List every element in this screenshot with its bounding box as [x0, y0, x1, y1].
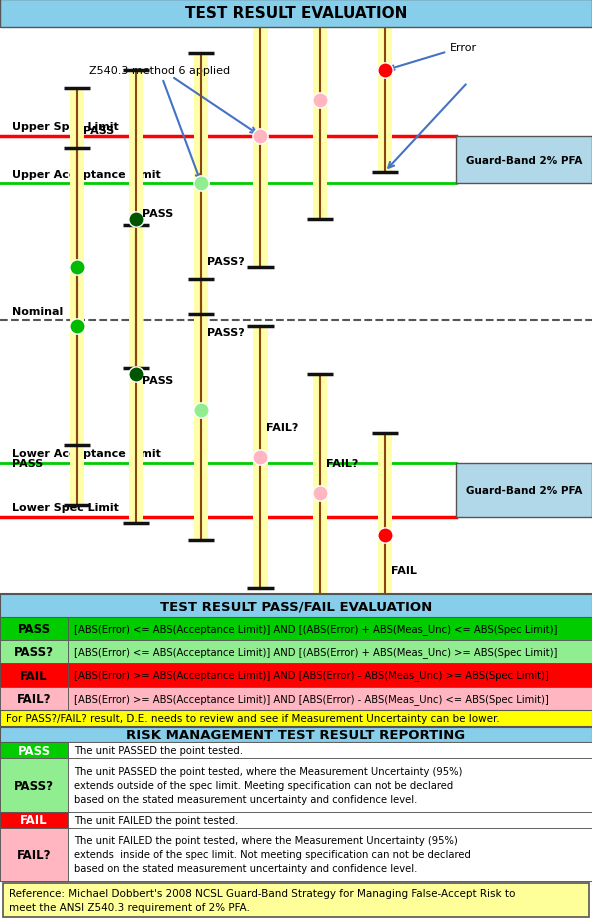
Text: Upper Spec Limit: Upper Spec Limit: [12, 122, 118, 132]
Text: [ABS(Error) <= ABS(Acceptance Limit)] AND [(ABS(Error) + ABS(Meas_Unc) >= ABS(Sp: [ABS(Error) <= ABS(Acceptance Limit)] AN…: [74, 647, 558, 658]
Text: FAIL?: FAIL?: [326, 459, 358, 469]
Bar: [313, 374, 327, 612]
Text: [ABS(Error) >= ABS(Acceptance Limit)] AND [ABS(Error) - ABS(Meas_Unc) <= ABS(Spe: [ABS(Error) >= ABS(Acceptance Limit)] AN…: [74, 693, 549, 704]
Text: FAIL?: FAIL?: [266, 18, 299, 28]
Bar: [0, 641, 68, 664]
Text: FAIL: FAIL: [20, 669, 48, 682]
Text: PASS?: PASS?: [207, 256, 245, 267]
Text: FAIL?: FAIL?: [17, 692, 52, 705]
Bar: [378, 0, 392, 173]
Bar: [0, 664, 68, 686]
Text: TEST RESULT EVALUATION: TEST RESULT EVALUATION: [185, 6, 407, 21]
Bar: [313, 0, 327, 220]
Text: PASS?: PASS?: [207, 328, 245, 338]
Text: TEST RESULT PASS/FAIL EVALUATION: TEST RESULT PASS/FAIL EVALUATION: [160, 599, 432, 612]
Text: The unit FAILED the point tested.: The unit FAILED the point tested.: [74, 815, 239, 824]
Text: The unit FAILED the point tested, where the Measurement Uncertainty (95%)
extend: The unit FAILED the point tested, where …: [74, 835, 471, 873]
Text: FAIL?: FAIL?: [17, 848, 52, 861]
Text: PASS: PASS: [18, 623, 50, 636]
Text: Guard-Band 2% PFA: Guard-Band 2% PFA: [466, 485, 582, 495]
Bar: [68, 618, 592, 641]
Bar: [0, 727, 592, 743]
Bar: [129, 226, 143, 523]
Bar: [0, 595, 592, 618]
Bar: [253, 327, 268, 588]
Text: PASS?: PASS?: [14, 646, 54, 659]
Text: The unit PASSED the point tested, where the Measurement Uncertainty (95%)
extend: The unit PASSED the point tested, where …: [74, 766, 462, 804]
Bar: [456, 463, 592, 517]
Text: PASS: PASS: [142, 375, 173, 385]
Text: Nominal: Nominal: [12, 306, 63, 316]
Bar: [129, 72, 143, 369]
Bar: [378, 434, 392, 636]
Bar: [0, 710, 592, 727]
Text: FAIL?: FAIL?: [266, 423, 299, 433]
Text: Upper Acceptance Limit: Upper Acceptance Limit: [12, 169, 160, 179]
Bar: [0, 743, 68, 758]
Text: RISK MANAGEMENT TEST RESULT REPORTING: RISK MANAGEMENT TEST RESULT REPORTING: [127, 729, 465, 742]
Bar: [68, 686, 592, 710]
Text: PASS: PASS: [18, 744, 50, 757]
Text: Lower Spec Limit: Lower Spec Limit: [12, 503, 119, 512]
Text: FAIL?: FAIL?: [326, 18, 358, 28]
Bar: [0, 618, 68, 641]
Text: FAIL: FAIL: [391, 18, 417, 28]
Text: Reference: Michael Dobbert's 2008 NCSL Guard-Band Strategy for Managing False-Ac: Reference: Michael Dobbert's 2008 NCSL G…: [9, 888, 515, 912]
Text: PASS: PASS: [12, 459, 43, 469]
Text: Guard-Band 2% PFA: Guard-Band 2% PFA: [466, 155, 582, 165]
Bar: [70, 149, 84, 505]
Bar: [194, 279, 208, 541]
Text: PASS: PASS: [83, 126, 114, 136]
Text: PASS: PASS: [142, 209, 173, 219]
Text: [ABS(Error) >= ABS(Acceptance Limit)] AND [ABS(Error) - ABS(Meas_Unc) >= ABS(Spe: [ABS(Error) >= ABS(Acceptance Limit)] AN…: [74, 670, 549, 681]
Text: PASS?: PASS?: [14, 778, 54, 791]
Text: Z540.3 method 6 applied: Z540.3 method 6 applied: [89, 66, 230, 179]
Bar: [456, 137, 592, 184]
Bar: [68, 758, 592, 811]
Bar: [253, 6, 268, 267]
Bar: [70, 89, 84, 446]
Bar: [68, 664, 592, 686]
Bar: [0, 686, 68, 710]
Bar: [0, 758, 68, 811]
Text: Lower Acceptance Limit: Lower Acceptance Limit: [12, 448, 160, 459]
Bar: [194, 53, 208, 315]
Bar: [68, 828, 592, 881]
Text: Error: Error: [390, 42, 477, 71]
Bar: [68, 811, 592, 828]
Bar: [0, 0, 592, 28]
Bar: [68, 743, 592, 758]
Bar: [0, 811, 68, 828]
Text: FAIL: FAIL: [391, 565, 417, 575]
Bar: [0, 828, 68, 881]
Text: FAIL: FAIL: [20, 813, 48, 826]
Text: [ABS(Error) <= ABS(Acceptance Limit)] AND [(ABS(Error) + ABS(Meas_Unc) <= ABS(Sp: [ABS(Error) <= ABS(Acceptance Limit)] AN…: [74, 624, 558, 635]
Text: For PASS?/FAIL? result, D.E. needs to review and see if Measurement Uncertainty : For PASS?/FAIL? result, D.E. needs to re…: [6, 713, 500, 723]
Bar: [68, 641, 592, 664]
Text: The unit PASSED the point tested.: The unit PASSED the point tested.: [74, 745, 243, 755]
